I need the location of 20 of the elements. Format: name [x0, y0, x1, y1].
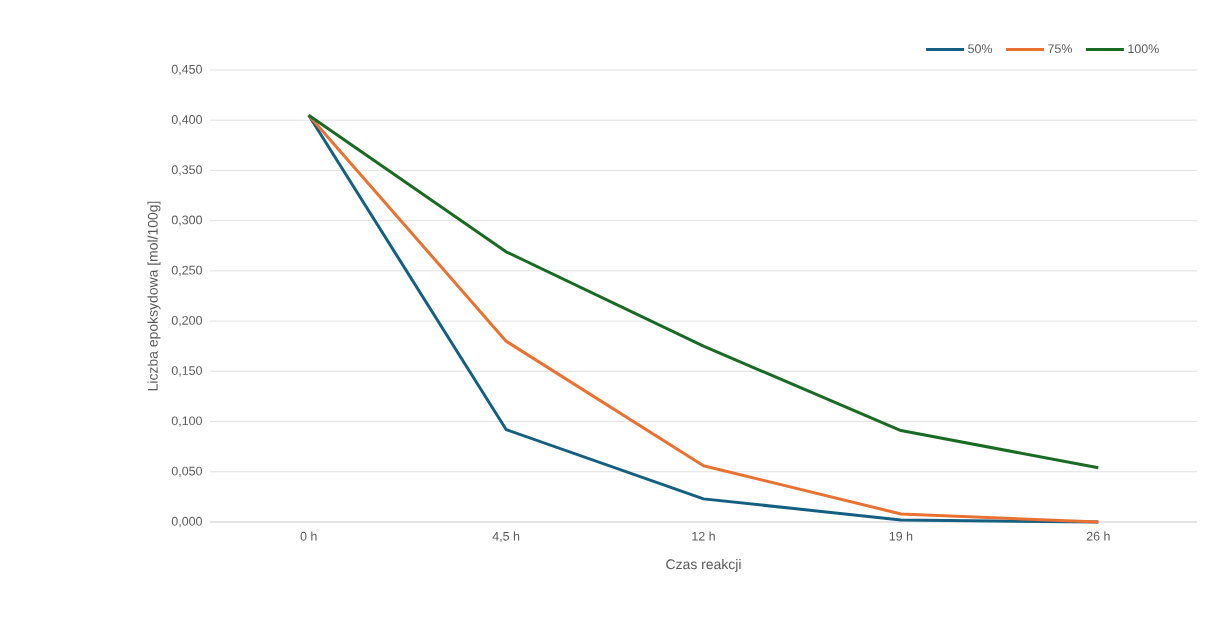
legend-label: 75%: [1048, 44, 1072, 54]
y-tick-label: 0,450: [171, 64, 202, 76]
y-tick-label: 0,250: [171, 265, 202, 277]
legend-label: 100%: [1128, 44, 1159, 54]
y-tick-label: 0,300: [171, 215, 202, 226]
y-tick-label: 0,050: [171, 466, 202, 477]
x-tick-label: 4,5 h: [492, 531, 520, 543]
y-tick-label: 0,400: [171, 115, 202, 126]
x-axis-title: Czas reakcji: [666, 558, 741, 572]
x-tick-label: 12 h: [692, 531, 715, 541]
y-tick-label: 0,100: [171, 416, 202, 427]
x-tick-label: 26 h: [1086, 531, 1110, 541]
x-tick-label: 0 h: [300, 531, 317, 541]
y-tick-label: 0,200: [171, 315, 202, 327]
y-axis-title: Liczba epoksydowa [mol/100g]: [147, 201, 161, 391]
y-tick-label: 0,350: [171, 165, 202, 176]
y-tick-label: 0,150: [171, 366, 202, 377]
x-tick-label: 19 h: [889, 531, 913, 541]
legend-label: 50%: [968, 44, 993, 54]
y-tick-label: 0,000: [171, 516, 202, 528]
